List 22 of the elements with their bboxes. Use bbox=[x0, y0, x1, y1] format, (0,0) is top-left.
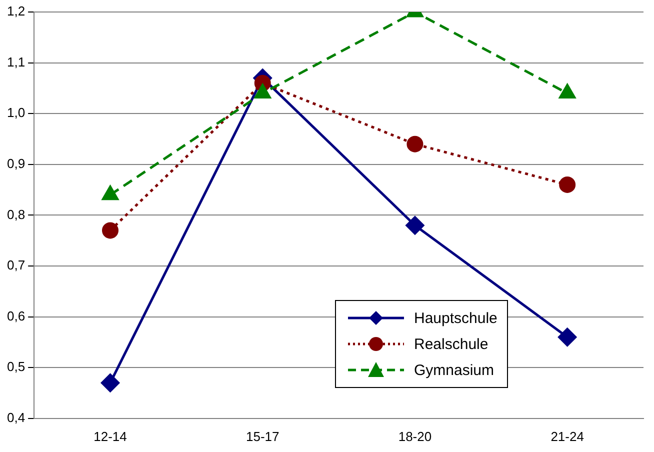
y-tick-label: 0,9 bbox=[6, 156, 26, 171]
x-tick-label: 21-24 bbox=[550, 428, 584, 444]
y-tick-label: 0,8 bbox=[6, 206, 26, 222]
legend-label: Realschule bbox=[414, 336, 488, 352]
point bbox=[558, 328, 577, 346]
y-tick-label: 0,6 bbox=[6, 308, 26, 324]
point bbox=[406, 136, 424, 152]
point bbox=[101, 374, 120, 392]
y-tick-label: 0,5 bbox=[6, 359, 26, 374]
x-tick-label: 15-17 bbox=[246, 428, 280, 444]
x-tick-label: 18-20 bbox=[398, 428, 432, 444]
x-tick-label: 12-14 bbox=[94, 428, 127, 444]
y-tick-label: 0,7 bbox=[6, 258, 26, 273]
y-tick-label: 1,2 bbox=[6, 4, 26, 19]
legend-label: Hauptschule bbox=[414, 310, 498, 326]
legend-label: Gymnasium bbox=[414, 362, 494, 378]
y-tick-label: 0,4 bbox=[6, 410, 26, 425]
y-tick-label: 1,1 bbox=[6, 54, 26, 70]
y-tick-label: 1,0 bbox=[6, 105, 26, 120]
point bbox=[559, 176, 576, 193]
point bbox=[102, 222, 118, 239]
point bbox=[406, 216, 424, 235]
